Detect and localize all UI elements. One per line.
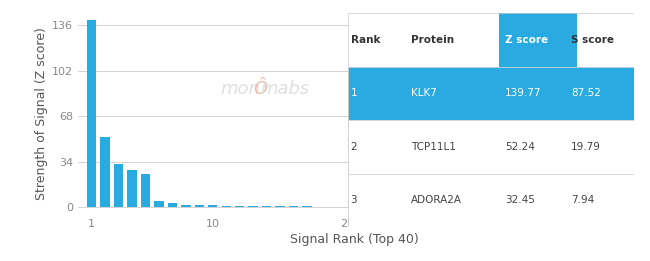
- Bar: [181, 205, 190, 207]
- Text: Protein: Protein: [411, 35, 454, 45]
- Text: 19.79: 19.79: [571, 142, 601, 152]
- Text: 87.52: 87.52: [571, 88, 601, 98]
- Text: S score: S score: [571, 35, 614, 45]
- Text: 7.94: 7.94: [571, 195, 594, 205]
- Bar: [222, 206, 231, 207]
- Bar: [348, 174, 634, 227]
- Bar: [302, 206, 312, 207]
- Text: 52.24: 52.24: [505, 142, 535, 152]
- Bar: [114, 164, 123, 207]
- Bar: [127, 170, 136, 207]
- Bar: [316, 206, 325, 207]
- Bar: [348, 120, 634, 174]
- Bar: [154, 201, 164, 207]
- Text: Z score: Z score: [505, 35, 548, 45]
- Bar: [348, 67, 634, 120]
- Bar: [168, 203, 177, 207]
- Bar: [86, 20, 96, 207]
- Text: 1: 1: [350, 88, 358, 98]
- Bar: [208, 205, 218, 207]
- Y-axis label: Strength of Signal (Z score): Strength of Signal (Z score): [35, 27, 48, 200]
- Bar: [140, 174, 150, 207]
- Text: KLK7: KLK7: [411, 88, 437, 98]
- Text: Rank: Rank: [350, 35, 380, 45]
- Text: mabs: mabs: [261, 80, 309, 98]
- Text: Ô: Ô: [254, 80, 267, 98]
- Text: mon: mon: [220, 80, 261, 98]
- Text: TCP11L1: TCP11L1: [411, 142, 456, 152]
- Bar: [276, 206, 285, 207]
- Bar: [499, 13, 577, 67]
- Text: ADORA2A: ADORA2A: [411, 195, 462, 205]
- Bar: [194, 205, 204, 207]
- Text: 2: 2: [350, 142, 358, 152]
- Text: 32.45: 32.45: [505, 195, 535, 205]
- Bar: [235, 206, 244, 207]
- Text: 3: 3: [350, 195, 358, 205]
- Text: 139.77: 139.77: [505, 88, 541, 98]
- Bar: [262, 206, 272, 207]
- Bar: [348, 13, 634, 67]
- Bar: [289, 206, 298, 207]
- Bar: [248, 206, 258, 207]
- X-axis label: Signal Rank (Top 40): Signal Rank (Top 40): [290, 233, 419, 246]
- Bar: [100, 137, 110, 207]
